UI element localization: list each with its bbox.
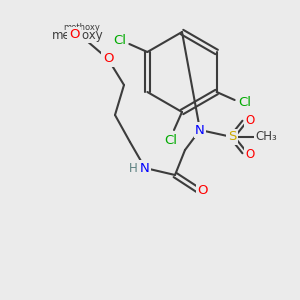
Text: S: S [228,130,236,143]
Text: Cl: Cl [113,34,126,47]
Text: O: O [69,28,79,41]
Text: O: O [198,184,208,196]
Text: CH₃: CH₃ [255,130,277,143]
Text: methoxy: methoxy [64,23,100,32]
Text: N: N [195,124,205,136]
Text: O: O [103,52,113,65]
Text: O: O [245,148,255,160]
Text: N: N [140,161,150,175]
Text: H: H [129,161,137,175]
Text: methoxy: methoxy [52,28,104,41]
Text: O: O [245,113,255,127]
Text: Cl: Cl [238,97,251,110]
Text: Cl: Cl [164,134,178,146]
